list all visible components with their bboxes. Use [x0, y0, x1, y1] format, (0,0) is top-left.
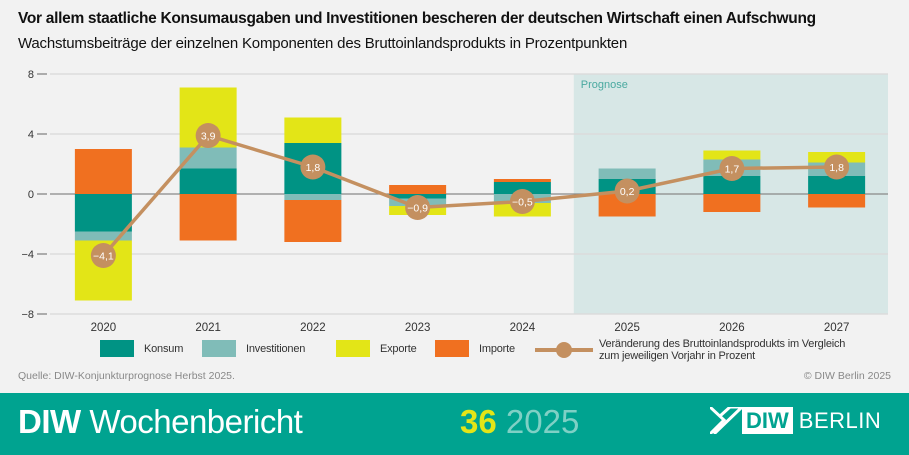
gdp-point: [195, 123, 221, 148]
x-tick-label: 2025: [614, 322, 640, 334]
chart-subtitle: Wachstumsbeiträge der einzelnen Komponen…: [18, 35, 628, 52]
legend-investitionen: Investitionen: [202, 340, 305, 357]
logo-diw: DIW: [742, 407, 793, 434]
y-tick-label: −4: [21, 249, 34, 261]
x-tick-label: 2022: [300, 322, 326, 334]
gdp-data-label: −0,9: [407, 203, 428, 215]
gdp-data-label: −0,5: [512, 197, 533, 209]
gdp-data-label: −4,1: [93, 251, 114, 263]
gdp-data-label: 1,8: [306, 162, 321, 174]
gdp-data-label: 0,2: [620, 186, 635, 198]
bar-importe: [703, 194, 761, 212]
legend-swatch: [336, 340, 370, 357]
bar-importe: [389, 185, 447, 194]
line-marker-icon: [535, 342, 593, 358]
bar-importe: [808, 194, 866, 208]
brand-diw: DIW: [18, 403, 81, 440]
legend-label: Investitionen: [246, 342, 306, 355]
legend-konsum: Konsum: [100, 340, 183, 357]
x-tick-label: 2026: [719, 322, 745, 334]
legend-label: Konsum: [144, 342, 184, 355]
gdp-point: [614, 178, 640, 204]
legend-swatch: [202, 340, 236, 357]
y-tick-label: 8: [28, 69, 34, 81]
x-tick-label: 2024: [510, 322, 536, 334]
y-tick-label: −8: [21, 309, 34, 321]
issue: 36 2025: [460, 403, 579, 441]
x-tick-label: 2020: [91, 322, 117, 334]
copyright: © DIW Berlin 2025: [803, 370, 891, 382]
gdp-data-label: 1,7: [725, 164, 740, 176]
x-tick-label: 2027: [824, 322, 850, 334]
issue-year: 2025: [505, 403, 580, 440]
issue-number: 36: [460, 403, 497, 440]
chart: Prognose 8 4 0 −4 −8 2020 2021 2022 2023 2024 2025 2…: [21, 69, 888, 334]
bar-konsum: [74, 194, 132, 232]
diw-berlin-logo: DIW BERLIN: [710, 407, 881, 434]
bar-konsum: [493, 182, 551, 194]
footer-banner: DIW Wochenbericht 36 2025 DIW BERLIN: [0, 393, 909, 455]
gdp-data-label: 1,8: [829, 162, 844, 174]
brand: DIW Wochenbericht: [18, 403, 303, 441]
bar-konsum: [179, 168, 237, 194]
gdp-point: [824, 154, 850, 180]
gdp-point: [509, 189, 535, 214]
legend-label: Exporte: [380, 342, 417, 355]
legend-swatch: [435, 340, 469, 357]
bar-importe: [493, 179, 551, 182]
bar-exporte: [703, 150, 761, 160]
bar-importe: [598, 194, 656, 217]
legend-label: Veränderung des Bruttoinlandsprodukts im…: [599, 338, 846, 350]
bar-konsum: [703, 176, 761, 194]
forecast-label: Prognose: [581, 79, 628, 91]
gdp-point: [300, 154, 326, 180]
bar-investitionen: [284, 194, 342, 200]
bar-importe: [284, 200, 342, 242]
logo-berlin: BERLIN: [798, 407, 882, 433]
legend-importe: Importe: [435, 340, 515, 357]
legend-swatch: [100, 340, 134, 357]
gdp-data-label: 3,9: [201, 131, 216, 143]
legend-label: zum jeweiligen Vorjahr in Prozent: [599, 350, 756, 362]
source-note: Quelle: DIW-Konjunkturprognose Herbst 20…: [18, 370, 235, 382]
legend-exporte: Exporte: [336, 340, 417, 357]
bar-investitionen: [74, 231, 132, 241]
x-tick-label: 2021: [195, 322, 221, 334]
y-tick-label: 0: [28, 189, 34, 201]
brand-title: Wochenbericht: [89, 403, 303, 440]
chart-title: Vor allem staatliche Konsumausgaben und …: [18, 10, 816, 27]
gdp-point: [719, 156, 745, 181]
gdp-line: [102, 133, 837, 257]
logo-mark-icon: [710, 407, 742, 434]
gdp-point: [405, 195, 431, 220]
bar-investitionen: [598, 168, 656, 179]
gdp-point: [90, 243, 116, 268]
legend-label: Importe: [479, 342, 515, 355]
y-tick-label: 4: [28, 129, 34, 141]
x-tick-label: 2023: [405, 322, 431, 334]
bar-konsum: [808, 176, 866, 194]
bar-exporte: [284, 117, 342, 143]
bar-importe: [74, 149, 132, 194]
bar-importe: [179, 194, 237, 241]
legend-gdp-line: Veränderung des Bruttoinlandsprodukts im…: [535, 338, 845, 362]
